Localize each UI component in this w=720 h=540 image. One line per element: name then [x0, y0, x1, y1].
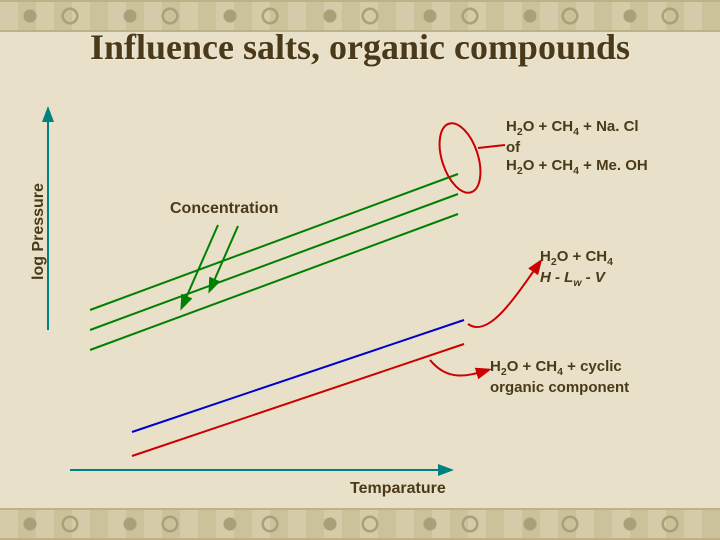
annotation-cyclic-organic: H2O + CH4 + cyclicorganic component [490, 358, 629, 397]
slide: Influence salts, organic compounds log P… [0, 0, 720, 540]
annotation-nacl-meoh: H2O + CH4 + Na. ClofH2O + CH4 + Me. OH [506, 118, 648, 177]
annotation-h2o-ch4: H2O + CH4H - Lw - V [540, 248, 613, 289]
